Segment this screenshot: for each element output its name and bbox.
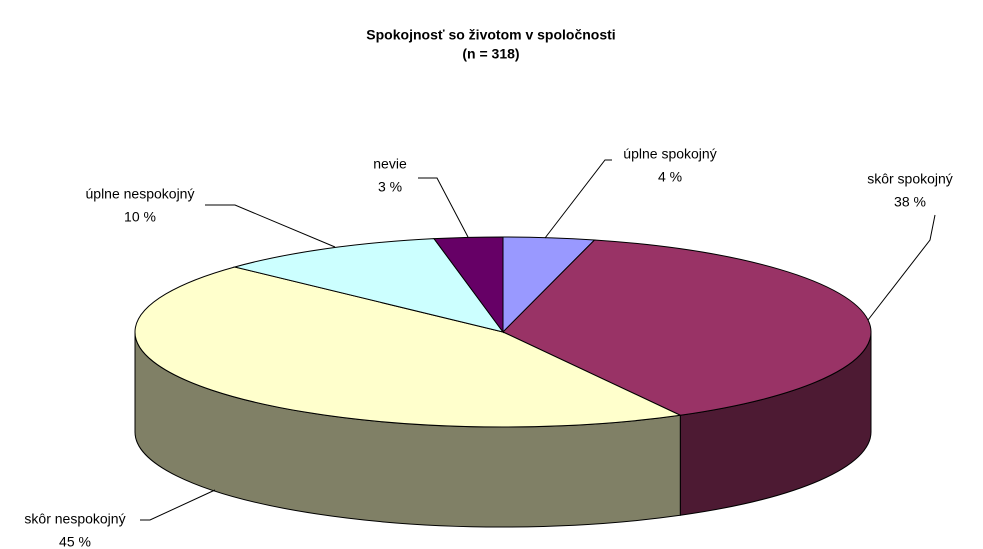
- pie-slice: [134, 266, 683, 428]
- slice-value-label: 45 %: [59, 534, 91, 549]
- pie-slice: [433, 236, 504, 334]
- leader-line: [205, 204, 336, 248]
- slice-label: nevie: [373, 156, 407, 172]
- slice-label: úplne spokojný: [623, 146, 716, 162]
- leader-line: [544, 159, 612, 239]
- chart-title: Spokojnosť so životom v spoločnosti: [366, 27, 615, 43]
- slice-label: úplne nespokojný: [86, 186, 195, 202]
- slice-label: skôr spokojný: [867, 171, 953, 187]
- pie-slice: [232, 238, 505, 333]
- slice-value-label: 4 %: [658, 169, 682, 185]
- slice-value-label: 38 %: [894, 194, 926, 210]
- slice-label: skôr nespokojný: [24, 511, 125, 527]
- slice-value-label: 10 %: [124, 209, 156, 225]
- pie-slice: [502, 239, 872, 416]
- leader-line: [140, 489, 216, 521]
- leader-line: [418, 177, 469, 238]
- slice-value-label: 3 %: [378, 179, 402, 195]
- chart-subtitle: (n = 318): [462, 46, 519, 62]
- leader-line: [867, 214, 936, 321]
